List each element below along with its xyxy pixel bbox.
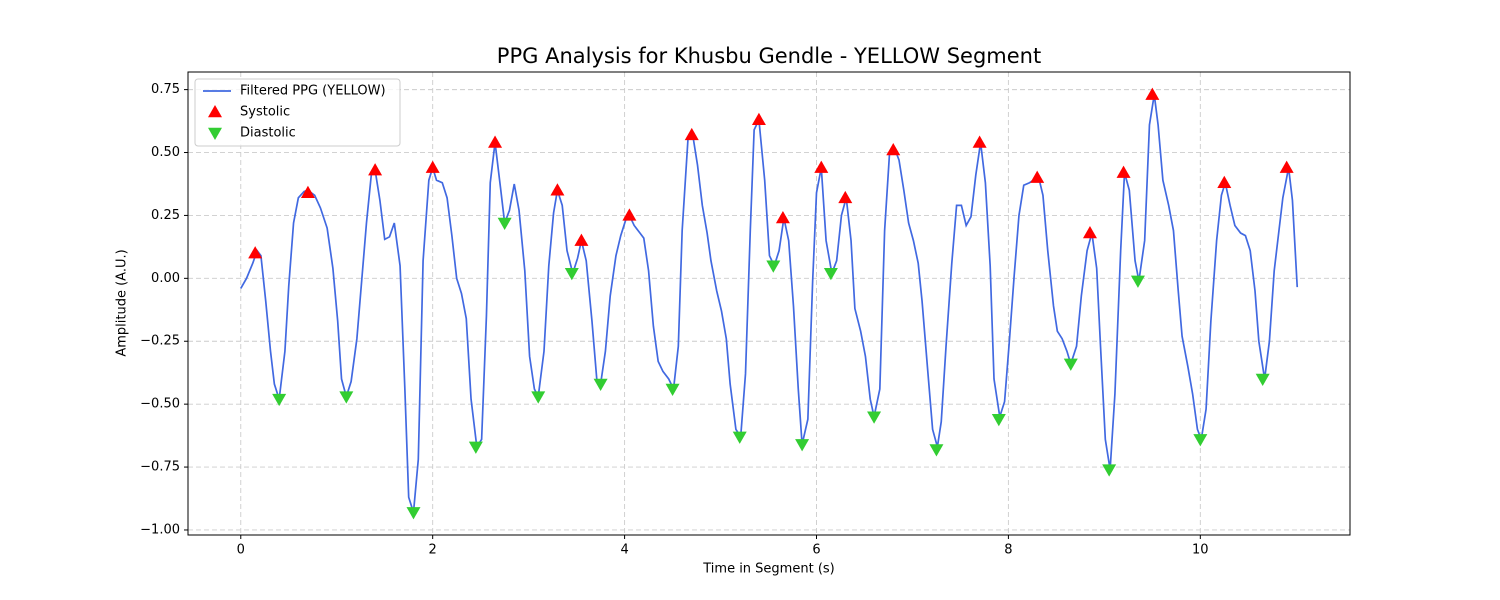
legend-label: Filtered PPG (YELLOW) (240, 84, 386, 99)
systolic-marker (488, 135, 503, 148)
systolic-marker (775, 210, 790, 224)
diastolic-marker (497, 217, 512, 230)
diastolic-marker (823, 268, 838, 281)
y-tick-label: 0.25 (151, 208, 180, 223)
y-tick-label: −1.00 (140, 522, 180, 537)
diastolic-marker (531, 391, 546, 404)
systolic-marker (1082, 226, 1097, 239)
diastolic-marker (406, 507, 421, 520)
systolic-marker (972, 135, 987, 148)
x-tick-label: 2 (429, 543, 437, 558)
chart-title: PPG Analysis for Khusbu Gendle - YELLOW … (497, 44, 1041, 68)
systolic-marker (368, 163, 383, 176)
diastolic-marker (272, 393, 287, 407)
y-tick-label: 0.00 (151, 271, 180, 286)
systolic-marker (1145, 87, 1160, 100)
systolic-marker (622, 208, 637, 221)
diastolic-marker (1193, 434, 1208, 447)
x-tick-label: 0 (237, 543, 245, 558)
diastolic-marker (1255, 373, 1270, 386)
diastolic-marker (1063, 358, 1078, 371)
diastolic-marker (991, 414, 1006, 427)
systolic-marker (425, 160, 440, 173)
y-tick-label: 0.50 (151, 145, 180, 160)
diastolic-marker (468, 441, 483, 454)
x-tick-label: 8 (1004, 543, 1012, 558)
diastolic-marker (867, 411, 882, 424)
systolic-marker (208, 105, 222, 118)
systolic-marker (1217, 175, 1232, 188)
y-axis-label: Amplitude (A.U.) (115, 249, 130, 356)
x-tick-label: 6 (812, 543, 820, 558)
diastolic-marker (929, 444, 944, 457)
diastolic-marker (795, 439, 810, 452)
legend-box (194, 78, 401, 147)
systolic-marker (300, 185, 315, 199)
diastolic-marker (1130, 275, 1145, 288)
legend-label: Systolic (240, 105, 290, 120)
diastolic-marker (732, 431, 747, 444)
ppg-line (240, 94, 1299, 513)
y-tick-label: −0.50 (140, 397, 180, 412)
y-tick-label: −0.25 (140, 334, 180, 349)
x-tick-label: 10 (1192, 543, 1209, 558)
legend-label: Diastolic (240, 126, 296, 141)
systolic-marker (886, 143, 901, 156)
diastolic-marker (665, 383, 680, 397)
x-axis-label: Time in Segment (s) (702, 562, 834, 577)
plot-frame (187, 71, 1351, 536)
diastolic-marker (766, 260, 781, 273)
systolic-marker (684, 127, 699, 141)
systolic-marker (1279, 160, 1294, 173)
diastolic-marker (564, 268, 579, 281)
x-tick-label: 4 (620, 543, 628, 558)
diastolic-marker (1102, 464, 1117, 477)
systolic-marker (814, 160, 829, 173)
systolic-marker (248, 246, 263, 259)
systolic-marker (574, 233, 589, 246)
y-tick-label: 0.75 (151, 82, 180, 97)
diastolic-marker (339, 391, 354, 404)
systolic-marker (838, 190, 853, 204)
systolic-marker (550, 183, 565, 196)
diastolic-marker (593, 378, 608, 392)
diastolic-marker (208, 127, 222, 140)
y-tick-label: −0.75 (140, 460, 180, 475)
systolic-marker (751, 112, 766, 126)
systolic-marker (1030, 170, 1045, 183)
systolic-marker (1116, 165, 1131, 178)
